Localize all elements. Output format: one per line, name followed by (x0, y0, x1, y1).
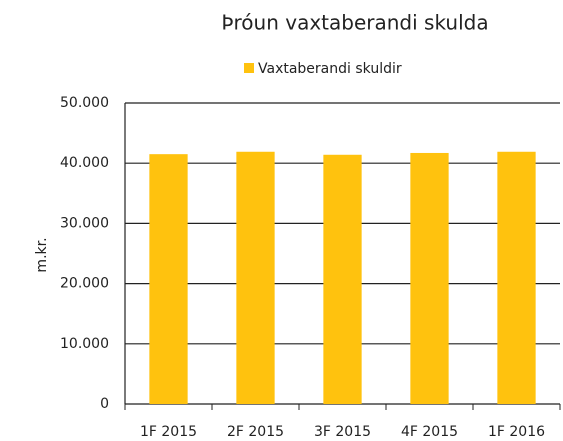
bar (149, 154, 188, 404)
y-axis-label: m.kr. (34, 237, 50, 272)
bar (236, 151, 275, 404)
bar (497, 151, 536, 404)
legend-swatch (244, 63, 254, 73)
bar (323, 154, 362, 404)
chart-title: Þróun vaxtaberandi skulda (221, 11, 488, 35)
y-tick-label: 0 (100, 396, 109, 412)
x-tick-label: 4F 2015 (401, 424, 458, 440)
y-tick-label: 30.000 (60, 215, 109, 231)
legend-label: Vaxtaberandi skuldir (258, 61, 402, 77)
y-tick-label: 40.000 (60, 155, 109, 171)
bar (410, 152, 449, 404)
x-tick-label: 2F 2015 (227, 424, 284, 440)
y-tick-label: 50.000 (60, 95, 109, 111)
y-tick-label: 20.000 (60, 276, 109, 292)
x-tick-label: 1F 2015 (140, 424, 197, 440)
x-tick-label: 3F 2015 (314, 424, 371, 440)
x-tick-label: 1F 2016 (488, 424, 545, 440)
y-tick-label: 10.000 (60, 336, 109, 352)
